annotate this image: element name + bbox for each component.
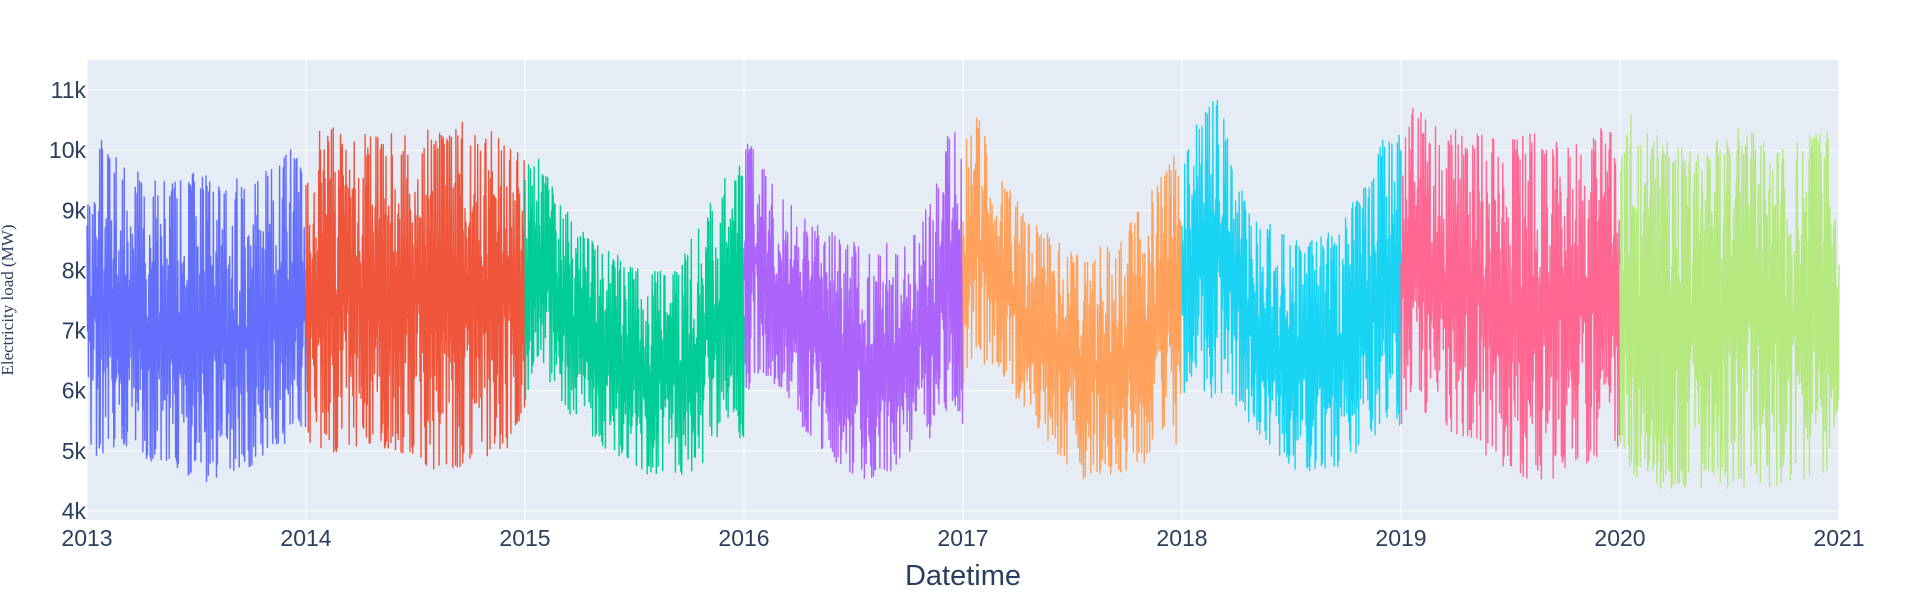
y-tick-label-9k: 9k [62,197,87,223]
x-tick-label-2020: 2020 [1594,525,1645,551]
y-tick-label-7k: 7k [62,318,87,344]
x-axis-ticks: 2013 2014 2015 2016 2017 2018 2019 2020 2021 [61,525,1864,551]
x-tick-label-2014: 2014 [280,525,331,551]
x-tick-label-2021: 2021 [1813,525,1864,551]
x-tick-label-2013: 2013 [61,525,112,551]
series-layer [86,99,1840,489]
series-line-2013 [86,140,307,483]
series-line-2016 [743,131,964,479]
y-tick-label-10k: 10k [49,137,87,163]
x-tick-label-2018: 2018 [1156,525,1207,551]
y-tick-label-8k: 8k [62,257,87,283]
y-axis-ticks: 4k 5k 6k 7k 8k 9k 10k 11k [49,77,87,524]
y-tick-label-5k: 5k [62,438,87,464]
series-line-2014 [305,121,526,470]
y-tick-label-6k: 6k [62,378,87,404]
series-line-2017 [962,117,1183,480]
x-tick-label-2017: 2017 [937,525,988,551]
y-tick-label-11k: 11k [51,77,87,103]
series-line-2020 [1619,114,1840,489]
x-tick-label-2015: 2015 [499,525,550,551]
x-tick-label-2019: 2019 [1375,525,1426,551]
x-tick-label-2016: 2016 [718,525,769,551]
y-tick-label-4k: 4k [62,498,87,524]
series-line-2015 [524,158,745,475]
y-axis-title: Electricity load (MW) [0,224,17,375]
x-axis-title: Datetime [905,560,1021,592]
series-line-2018 [1181,99,1402,472]
series-line-2019 [1400,108,1621,480]
